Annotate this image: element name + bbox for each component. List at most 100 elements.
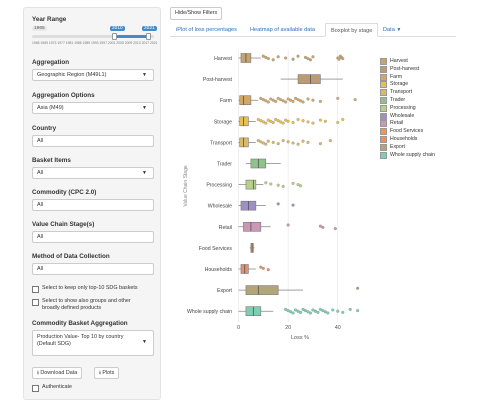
outlier-point: [308, 58, 313, 62]
outlier-point: [341, 57, 345, 61]
outlier-point: [256, 139, 260, 143]
outlier-point: [269, 97, 273, 101]
top10-checkbox[interactable]: Select to keep only top-10 SDG baskets: [32, 285, 147, 293]
outlier-point: [336, 96, 340, 100]
outlier-point: [274, 99, 278, 103]
outlier-point: [326, 311, 330, 315]
caret-down-icon: ▼: [142, 105, 147, 111]
outlier-point: [356, 309, 360, 313]
tab-iplot[interactable]: iPlot of loss percentages: [176, 27, 237, 33]
slider-selected-range: [114, 35, 146, 38]
legend-label: Retail: [390, 120, 404, 127]
outlier-point: [301, 307, 305, 311]
outlier-point: [264, 99, 268, 103]
box: [239, 137, 249, 148]
outlier-point: [259, 140, 263, 144]
basket-items-select[interactable]: All ▼: [32, 167, 154, 179]
legend-swatch: [380, 151, 387, 159]
slider-track: [32, 35, 154, 38]
authenticate-checkbox[interactable]: Authenticate: [32, 384, 72, 392]
outlier-point: [294, 308, 298, 312]
outlier-point: [286, 140, 290, 144]
method-input[interactable]: All: [32, 263, 154, 275]
aggregation-options-select[interactable]: Asia (M49) ▼: [32, 102, 154, 114]
outlier-point: [269, 119, 273, 123]
outlier-point: [323, 119, 327, 123]
legend-label: Trader: [390, 97, 406, 103]
checkbox-box[interactable]: [32, 385, 39, 392]
legend-item: Storage: [380, 81, 409, 89]
basket-aggregation-select[interactable]: Production Value- Top 10 by country (Def…: [32, 330, 154, 356]
y-tick-label: Food Services: [199, 246, 233, 252]
groups-checkbox[interactable]: Select to show also groups and other bro…: [32, 298, 147, 312]
caret-down-icon: ▼: [142, 170, 147, 176]
tab-data[interactable]: Data ▼: [383, 23, 401, 37]
box: [245, 179, 257, 190]
basket-items-label: Basket Items: [32, 157, 71, 164]
commodity-input[interactable]: All: [32, 199, 154, 211]
legend-label: Whole supply chain: [390, 151, 435, 158]
year-tick-label: 2001: [107, 41, 116, 45]
hide-show-filters-button[interactable]: Hide/Show Filters: [170, 7, 223, 20]
legend-label: Transport: [390, 89, 413, 96]
download-icon: ⭳: [99, 370, 101, 376]
legend-label: Post-harvest: [390, 65, 420, 72]
download-data-button[interactable]: ⭳ Download Data: [32, 367, 83, 379]
outlier-point: [338, 54, 342, 58]
x-tick-label: 0: [237, 325, 240, 331]
country-input[interactable]: All: [32, 135, 154, 147]
outlier-point: [279, 98, 283, 102]
legend-swatch: [380, 128, 387, 136]
year-tick-label: 2005: [116, 41, 124, 45]
outlier-point: [318, 99, 322, 103]
box: [239, 95, 252, 105]
legend-label: Storage: [390, 81, 409, 88]
legend-item: Food Services: [380, 128, 424, 136]
legend-label: Households: [390, 136, 418, 142]
outlier-point: [286, 119, 290, 123]
outlier-point: [301, 139, 305, 143]
slider-handle-from[interactable]: [112, 33, 117, 40]
outlier-point: [318, 142, 322, 146]
outlier-point: [306, 57, 310, 61]
checkbox-box[interactable]: [32, 299, 39, 306]
aggregation-label: Aggregation: [32, 59, 70, 66]
value-chain-input[interactable]: All: [32, 231, 154, 243]
outlier-point: [296, 54, 300, 58]
aggregation-options-label: Aggregation Options: [32, 92, 95, 99]
outlier-point: [306, 120, 310, 124]
outlier-point: [261, 141, 265, 145]
year-tick-label: 1973: [48, 41, 57, 45]
year-tick-label: 1981: [65, 41, 74, 45]
legend-label: Export: [390, 143, 405, 150]
outlier-point: [284, 56, 288, 60]
tab-boxplot[interactable]: Boxplot by stage: [325, 23, 379, 37]
y-tick-label: Post-harvest: [203, 77, 233, 83]
checkbox-box[interactable]: [32, 286, 39, 293]
slider-handle-to[interactable]: [146, 33, 151, 40]
legend-label: Food Services: [390, 128, 424, 135]
legend-label: Wholesale: [390, 112, 415, 119]
aggregation-select[interactable]: Geographic Region (M49L1) ▼: [32, 69, 154, 81]
outlier-point: [259, 96, 263, 100]
authenticate-label: Authenticate: [42, 384, 72, 390]
outlier-point: [306, 140, 310, 144]
year-tick-label: 1989: [82, 41, 91, 45]
top10-checkbox-label: Select to keep only top-10 SDG baskets: [42, 285, 138, 291]
plots-button[interactable]: ⭳ Plots: [94, 367, 120, 379]
outlier-point: [298, 310, 303, 314]
outlier-point: [256, 117, 260, 122]
y-tick-label: Whole supply chain: [187, 309, 232, 315]
year-range-slider[interactable]: 1965 2010 2021 1965 1969 1973 1977 1981 1985 1…: [32, 26, 158, 46]
outlier-point: [301, 100, 305, 104]
legend-item: Households: [380, 136, 417, 143]
outlier-point: [291, 203, 295, 207]
outlier-point: [336, 120, 340, 125]
outlier-point: [348, 307, 352, 311]
legend-item: Transport: [380, 89, 413, 97]
tab-heatmap[interactable]: Heatmap of available data: [250, 27, 315, 33]
y-tick-label: Export: [217, 288, 233, 294]
outlier-point: [341, 310, 345, 314]
legend-item: Harvest: [380, 58, 408, 65]
groups-checkbox-label: Select to show also groups and other bro…: [42, 298, 131, 311]
